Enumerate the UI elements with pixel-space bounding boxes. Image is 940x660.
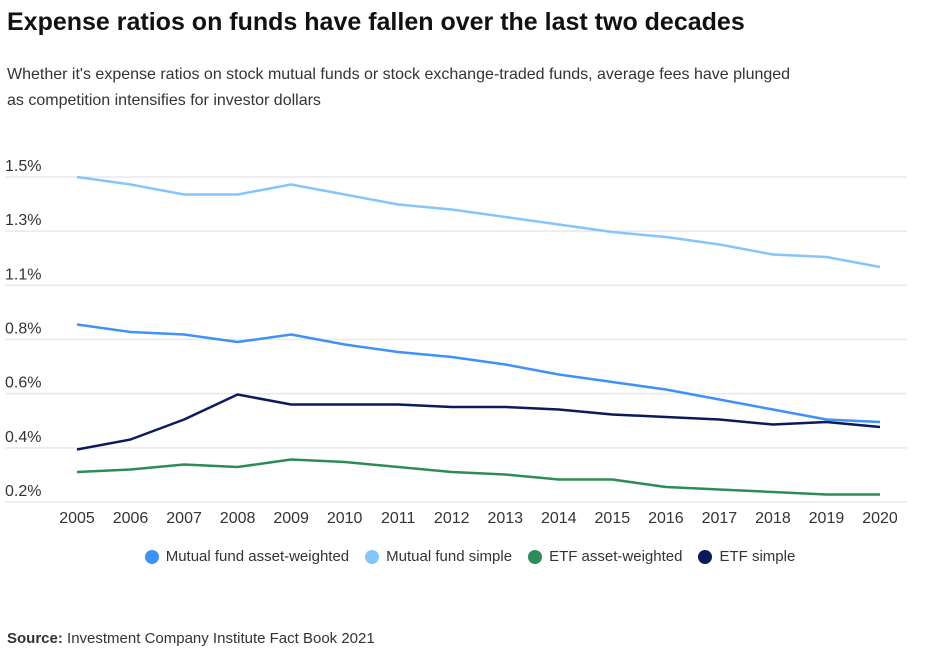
x-tick-label: 2005 (59, 510, 95, 527)
legend-swatch-icon (365, 549, 380, 564)
x-tick-label: 2020 (862, 510, 898, 527)
x-tick-label: 2008 (220, 510, 256, 527)
x-tick-label: 2010 (327, 510, 363, 527)
x-tick-label: 2014 (541, 510, 577, 527)
chart-title: Expense ratios on funds have fallen over… (7, 8, 745, 36)
x-tick-label: 2006 (113, 510, 149, 527)
legend-label: ETF asset-weighted (549, 548, 683, 565)
x-tick-label: 2011 (381, 510, 416, 527)
legend-item[interactable]: Mutual fund simple (365, 548, 512, 565)
series-line-etf-asset-weighted (76, 458, 880, 496)
legend-swatch-icon (144, 549, 159, 564)
y-tick-label: 0.4% (5, 429, 41, 446)
y-tick-label: 0.6% (5, 375, 41, 392)
legend-label: ETF simple (719, 548, 796, 565)
source-label: Source: (7, 630, 63, 647)
x-tick-label: 2007 (166, 510, 202, 527)
x-tick-label: 2017 (702, 510, 738, 527)
y-tick-label: 1.3% (5, 212, 41, 229)
x-tick-label: 2015 (595, 510, 631, 527)
legend-label: Mutual fund asset-weighted (165, 548, 350, 565)
legend-item[interactable]: ETF simple (698, 548, 795, 565)
x-tick-label: 2018 (755, 510, 791, 527)
y-tick-label: 0.2% (5, 483, 41, 500)
legend-swatch-icon (528, 549, 543, 564)
legend-item[interactable]: ETF asset-weighted (528, 548, 682, 565)
legend-label: Mutual fund simple (386, 548, 513, 565)
chart-subtitle: Whether it's expense ratios on stock mut… (7, 66, 791, 109)
legend-swatch-icon (698, 549, 713, 564)
x-tick-label: 2016 (648, 510, 684, 527)
x-tick-label: 2012 (434, 510, 470, 527)
source-note: Source: Investment Company Institute Fac… (7, 630, 375, 647)
y-tick-label: 1.5% (5, 158, 41, 175)
line-chart: 0.2% 0.4% 0.6% 0.8% 1.1% 1.3% 1.5% 2005 2006 2007… (5, 158, 907, 527)
source-text: Investment Company Institute Fact Book 2… (67, 630, 375, 647)
y-tick-label: 0.8% (5, 321, 41, 338)
series-line-mutual-fund-asset-weighted (76, 323, 881, 424)
series-line-mutual-fund-simple (76, 175, 881, 269)
legend: Mutual fund asset-weighted Mutual fund si… (0, 548, 940, 565)
y-tick-label: 1.1% (5, 266, 41, 283)
x-tick-label: 2013 (487, 510, 523, 527)
x-tick-label: 2009 (273, 510, 309, 527)
series-line-etf-simple (76, 393, 881, 451)
legend-item[interactable]: Mutual fund asset-weighted (144, 548, 350, 565)
x-tick-label: 2019 (809, 510, 845, 527)
